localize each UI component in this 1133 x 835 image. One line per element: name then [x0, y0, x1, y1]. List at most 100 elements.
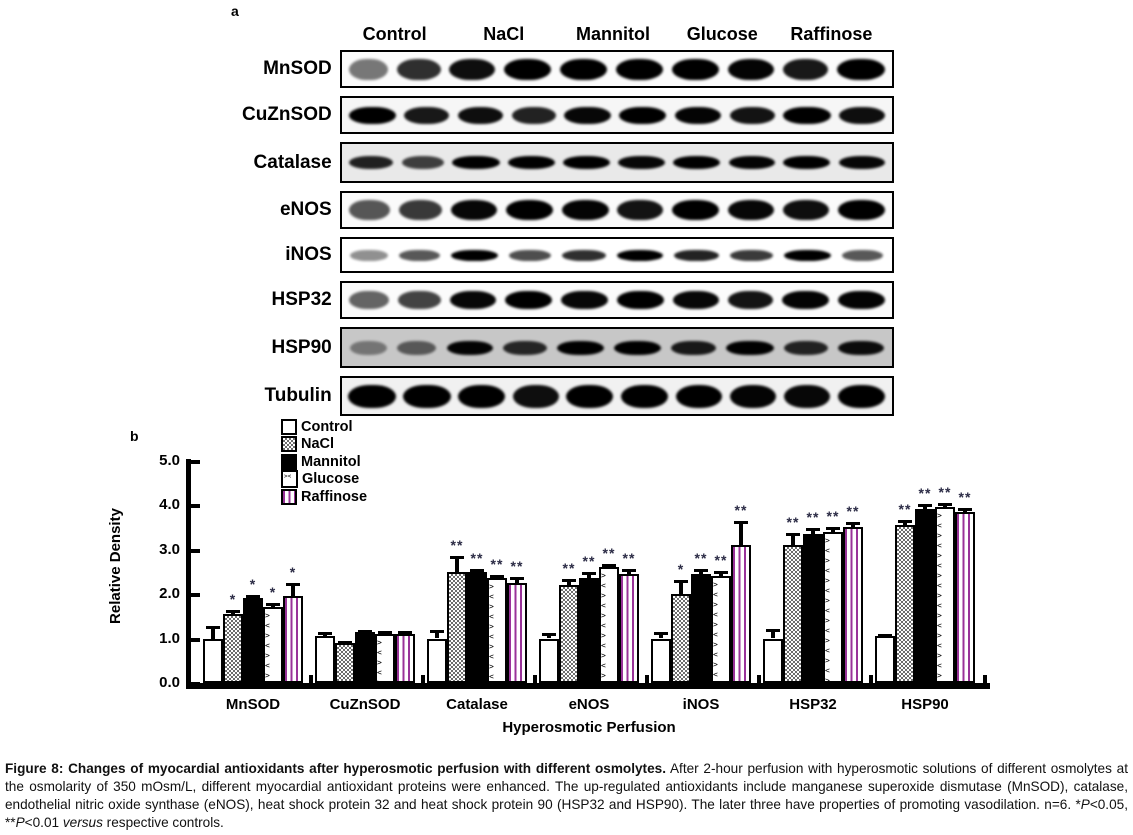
caption-run: <0.05, ** — [5, 797, 1128, 830]
bar-nacl-enos — [559, 585, 579, 683]
error-bar-cap — [542, 633, 556, 637]
protein-band — [450, 200, 498, 220]
error-bar-cap — [338, 641, 352, 645]
bar-raffinose-cuznsod — [395, 634, 415, 683]
error-bar-cap — [898, 520, 912, 524]
category-label-inos: iNOS — [682, 696, 720, 713]
legend-label: Glucose — [302, 471, 360, 488]
bar-mannitol-hsp32 — [803, 533, 823, 683]
error-bar-stem — [739, 521, 743, 546]
significance-marker: ** — [734, 501, 748, 518]
blot-label: iNOS — [285, 244, 332, 265]
legend-item-glucose: >< Glucose — [281, 470, 367, 489]
protein-band — [674, 106, 722, 124]
error-bar-cap — [826, 527, 840, 531]
protein-band — [396, 58, 441, 80]
error-bar-stem — [791, 533, 795, 546]
legend-label: Control — [301, 418, 353, 435]
bar-raffinose-hsp32 — [843, 527, 863, 683]
protein-band — [507, 156, 556, 169]
significance-marker: * — [289, 563, 297, 580]
significance-marker: * — [677, 560, 685, 577]
y-axis-tick — [191, 637, 200, 642]
bar-control-hsp32 — [763, 638, 783, 683]
legend-swatch-solid-black — [281, 453, 297, 470]
error-bar-stem — [515, 577, 519, 583]
error-bar-stem — [811, 529, 815, 534]
protein-band — [348, 156, 394, 169]
protein-band — [617, 200, 663, 220]
legend-label: NaCl — [301, 436, 335, 453]
error-bar-stem — [699, 569, 703, 574]
caption-run: Figure 8: Changes of myocardial antioxid… — [5, 761, 666, 776]
bar-nacl-cuznsod — [335, 642, 355, 683]
protein-band — [616, 249, 664, 261]
error-bar-cap — [674, 579, 688, 583]
y-axis-line — [186, 458, 191, 689]
significance-marker: ** — [918, 485, 932, 501]
x-axis-end-tick — [983, 675, 987, 683]
protein-band — [618, 156, 665, 169]
bar-glucose-hsp32: > < > < > < > < > < > < > < > < > < > < … — [823, 531, 843, 683]
protein-band — [729, 384, 777, 408]
protein-band — [566, 384, 614, 408]
error-bar-stem — [291, 583, 295, 597]
protein-band — [616, 291, 664, 309]
blot-strip-enos — [339, 191, 894, 229]
protein-band — [403, 384, 451, 408]
protein-band — [838, 106, 885, 124]
bar-glucose-enos: > < > < > < > < > < > < > < > < > < > < … — [599, 567, 619, 683]
error-bar-stem — [719, 571, 723, 577]
blot-row-hsp90: HSP90 — [234, 327, 894, 368]
protein-band — [783, 340, 828, 355]
protein-band — [398, 249, 440, 261]
protein-band — [837, 384, 886, 408]
bar-mannitol-inos — [691, 573, 711, 683]
legend-swatch-white — [281, 418, 297, 435]
significance-marker: * — [229, 590, 237, 607]
y-tick-label: 1.0 — [159, 629, 180, 647]
error-bar-cap — [318, 632, 332, 636]
bar-raffinose-enos — [619, 573, 639, 683]
error-bar-cap — [398, 630, 412, 634]
significance-marker: ** — [490, 556, 504, 573]
blot-strip-tubulin — [339, 376, 894, 416]
error-bar-stem — [587, 573, 591, 579]
bar-glucose-hsp90: > < > < > < > < > < > < > < > < > < > < … — [935, 507, 955, 683]
error-bar-cap — [766, 628, 780, 632]
protein-band — [838, 156, 885, 169]
protein-band — [783, 58, 829, 80]
protein-band — [452, 156, 500, 169]
protein-band — [404, 106, 450, 124]
blot-label: eNOS — [279, 199, 332, 220]
protein-band — [509, 249, 551, 261]
protein-band — [729, 249, 774, 261]
error-bar-stem — [659, 633, 663, 639]
error-bar-cap — [806, 528, 820, 532]
y-axis-tick — [191, 504, 200, 508]
significance-marker: ** — [450, 537, 464, 554]
bar-nacl-inos — [671, 594, 691, 683]
bar-nacl-hsp32 — [783, 545, 803, 683]
significance-marker: ** — [714, 551, 728, 568]
caption-run: P — [1080, 797, 1090, 812]
error-bar-cap — [878, 633, 892, 637]
significance-marker: ** — [786, 513, 800, 530]
error-bar-stem — [211, 627, 215, 639]
blot-strip-hsp32 — [339, 281, 894, 319]
protein-band — [348, 106, 396, 124]
bar-glucose-cuznsod: > < > < > < > < > < > < > < > < > < > < … — [375, 634, 395, 683]
protein-band — [620, 384, 668, 408]
blot-row-mnsod: MnSOD — [234, 50, 894, 88]
protein-band — [350, 249, 388, 261]
caption-run: respective controls. — [102, 815, 224, 830]
bar-mannitol-enos — [579, 578, 599, 683]
significance-marker: ** — [562, 559, 576, 576]
caption-run: versus — [62, 815, 103, 830]
bar-mannitol-catalase — [467, 571, 487, 683]
bar-mannitol-cuznsod — [355, 631, 375, 683]
significance-marker: * — [269, 584, 277, 601]
blot-strip-hsp90 — [339, 327, 894, 368]
error-bar-cap — [602, 564, 616, 568]
